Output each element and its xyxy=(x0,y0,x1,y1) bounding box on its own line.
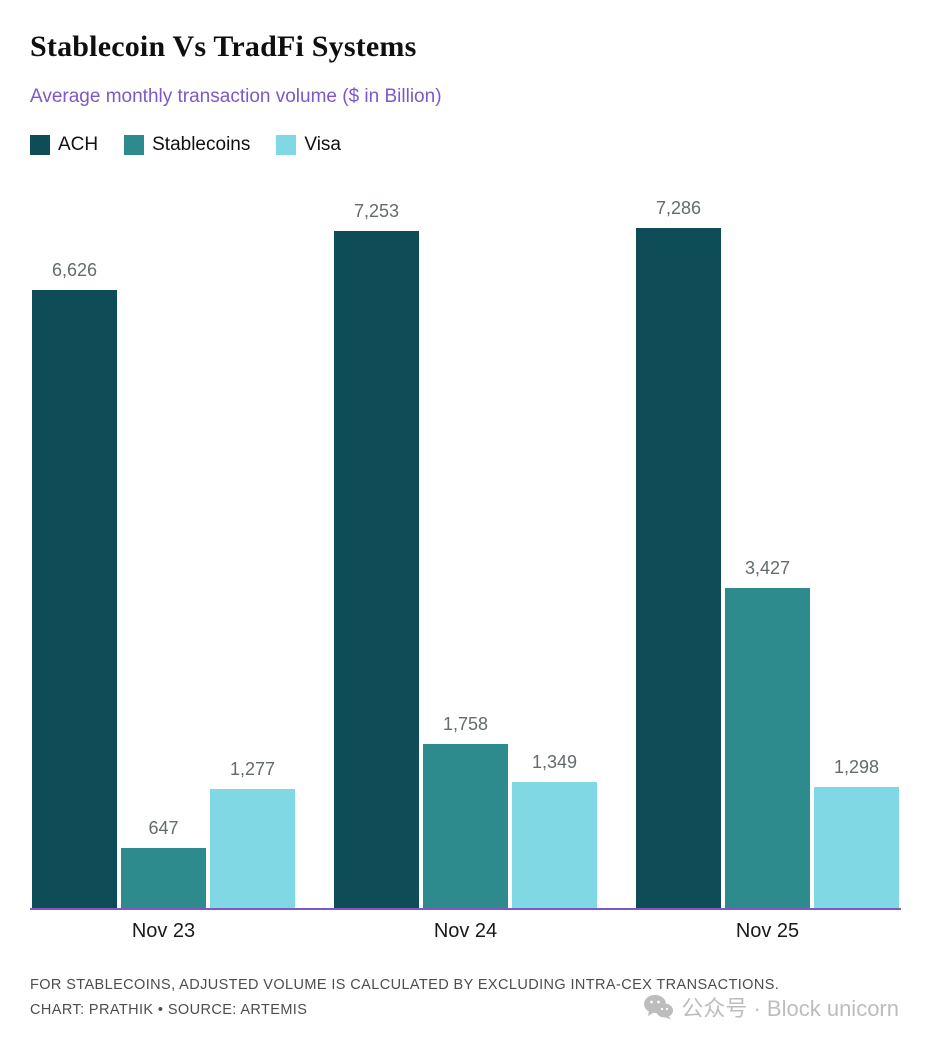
legend-swatch-ach xyxy=(30,135,50,155)
bar-value-label: 6,626 xyxy=(51,260,98,280)
bar-value-label: 7,286 xyxy=(655,198,702,218)
bar-cell: 1,349 xyxy=(512,752,597,908)
bar-value-label: 1,298 xyxy=(833,757,880,777)
legend: ACH Stablecoins Visa xyxy=(30,134,901,156)
legend-item-visa: Visa xyxy=(276,134,341,156)
legend-label: Visa xyxy=(304,134,341,155)
bar-group-nov-23: 6,626 647 1,277 xyxy=(32,260,295,908)
bar-value-label: 647 xyxy=(148,818,179,838)
x-axis-label-nov-23: Nov 23 xyxy=(131,920,196,942)
x-axis: Nov 23 Nov 24 Nov 25 xyxy=(30,920,901,943)
bar-cell: 3,427 xyxy=(725,558,810,908)
watermark: 公众号 · Block unicorn xyxy=(643,991,899,1023)
bar-value-label: 1,758 xyxy=(442,714,489,734)
bar-cell: 1,758 xyxy=(423,714,508,908)
bar-ach-nov-24 xyxy=(334,231,419,908)
bar-stablecoins-nov-25 xyxy=(725,588,810,908)
legend-label: ACH xyxy=(58,134,99,155)
bar-cell: 7,253 xyxy=(334,201,419,908)
bar-visa-nov-25 xyxy=(814,787,899,908)
bar-cell: 6,626 xyxy=(32,260,117,908)
bar-cell: 1,277 xyxy=(210,759,295,908)
bar-group-nov-25: 7,286 3,427 1,298 xyxy=(636,198,899,908)
bar-stablecoins-nov-24 xyxy=(423,744,508,908)
credit-line: CHART: PRATHIK • SOURCE: ARTEMIS xyxy=(30,1002,308,1018)
x-axis-label-nov-25: Nov 25 xyxy=(735,920,800,942)
legend-item-stablecoins: Stablecoins xyxy=(124,134,250,156)
bar-row: 6,626 647 1,277 7,253 1,758 1,349 7,286 3,427 1,… xyxy=(30,170,901,908)
wechat-icon xyxy=(643,994,674,1020)
bar-ach-nov-23 xyxy=(32,290,117,908)
bar-cell: 7,286 xyxy=(636,198,721,908)
bar-value-label: 1,349 xyxy=(531,752,578,772)
bar-value-label: 3,427 xyxy=(744,558,791,578)
bar-chart: 6,626 647 1,277 7,253 1,758 1,349 7,286 3,427 1,… xyxy=(30,170,901,910)
x-axis-label-nov-24: Nov 24 xyxy=(433,920,498,942)
page-title: Stablecoin Vs TradFi Systems xyxy=(30,30,417,63)
legend-swatch-stablecoins xyxy=(124,135,145,155)
bar-cell: 647 xyxy=(121,818,206,908)
watermark-label: 公众号 · Block unicorn xyxy=(681,996,899,1021)
footer: FOR STABLECOINS, ADJUSTED VOLUME IS CALC… xyxy=(30,977,901,1021)
legend-swatch-visa xyxy=(276,135,297,155)
bar-group-nov-24: 7,253 1,758 1,349 xyxy=(334,201,597,908)
bar-value-label: 1,277 xyxy=(229,759,276,779)
bar-cell: 1,298 xyxy=(814,757,899,908)
legend-label: Stablecoins xyxy=(152,134,251,155)
bar-ach-nov-25 xyxy=(636,228,721,908)
bar-stablecoins-nov-23 xyxy=(121,848,206,908)
footnote: FOR STABLECOINS, ADJUSTED VOLUME IS CALC… xyxy=(30,977,780,993)
bar-value-label: 7,253 xyxy=(353,201,400,221)
bar-visa-nov-24 xyxy=(512,782,597,908)
legend-item-ach: ACH xyxy=(30,134,98,156)
bar-visa-nov-23 xyxy=(210,789,295,908)
chart-subtitle: Average monthly transaction volume ($ in… xyxy=(30,86,442,107)
